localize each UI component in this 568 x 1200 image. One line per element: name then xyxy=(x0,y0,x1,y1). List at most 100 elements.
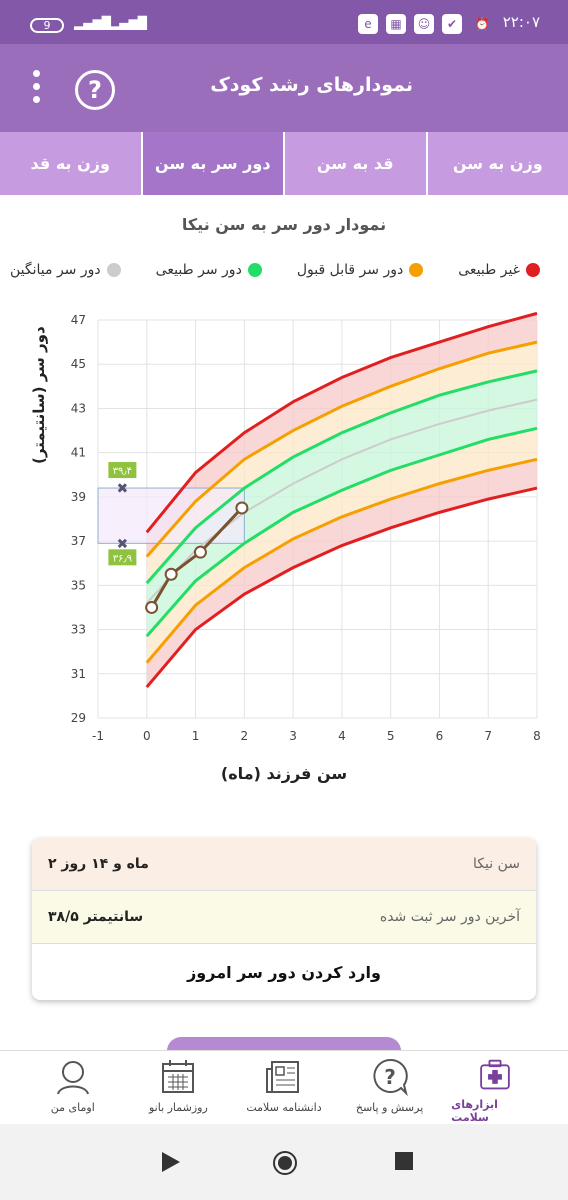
legend-item: دور سر طبیعی xyxy=(156,262,262,278)
y-tick-label: 47 xyxy=(71,313,86,327)
system-navigation-bar xyxy=(0,1124,568,1200)
recents-square-icon[interactable] xyxy=(393,1150,415,1172)
emoji-icon: ☺ xyxy=(414,14,434,34)
child-data-point xyxy=(193,545,207,559)
legend-item: دور سر قابل قبول xyxy=(296,262,424,278)
app-bar: ? نمودارهای رشد کودک xyxy=(0,44,568,132)
signal-4g-icon: ▂▄▆█ xyxy=(110,16,147,30)
nav-calendar[interactable]: روزشمار بانو xyxy=(134,1051,222,1124)
y-tick-label: 39 xyxy=(71,490,86,504)
percentile-band xyxy=(146,342,537,584)
svg-text:?: ? xyxy=(384,1065,396,1089)
y-tick-label: 33 xyxy=(71,623,86,637)
nav-health-tools[interactable]: ابزارهای سلامت xyxy=(451,1051,539,1124)
reference-range-box xyxy=(97,487,245,544)
last-measure-value: ۳۸/۵ سانتیمتر xyxy=(48,909,144,925)
y-tick-label: 35 xyxy=(71,578,86,592)
x-tick-label: 4 xyxy=(338,729,346,743)
grid-icon: ▦ xyxy=(386,14,406,34)
legend-label: غیر طبیعی xyxy=(458,262,520,278)
y-tick-label: 29 xyxy=(71,711,86,725)
back-triangle-icon[interactable] xyxy=(160,1150,182,1174)
last-measure-row: آخرین دور سر ثبت شده ۳۸/۵ سانتیمتر xyxy=(32,891,536,944)
calendar-icon xyxy=(162,1060,195,1093)
shield-icon: ✔ xyxy=(442,14,462,34)
x-tick-label: 7 xyxy=(484,729,492,743)
tab-weight-age[interactable]: وزن به سن xyxy=(425,132,568,195)
range-value-badge xyxy=(108,549,137,566)
nav-label: روزشمار بانو xyxy=(148,1101,208,1114)
age-row: سن نیکا ۲ ماه و ۱۴ روز xyxy=(32,838,536,891)
alarm-icon: ⏰ xyxy=(474,17,490,31)
question-bubble-icon: ? xyxy=(373,1058,408,1097)
newspaper-icon xyxy=(265,1061,299,1093)
percentile-band xyxy=(146,399,537,637)
percentile-line xyxy=(145,486,538,689)
clock: ۲۲:۰۷ xyxy=(502,13,540,31)
nav-encyclopedia[interactable]: دانشنامه سلامت xyxy=(240,1051,328,1124)
info-card: سن نیکا ۲ ماه و ۱۴ روز آخرین دور سر ثبت … xyxy=(32,838,536,1000)
health-kit-icon xyxy=(480,1059,510,1090)
battery-icon: 9 xyxy=(30,18,64,33)
legend-label: دور سر میانگین xyxy=(10,262,101,278)
age-value: ۲ ماه و ۱۴ روز xyxy=(48,856,149,872)
percentile-line xyxy=(145,369,538,585)
legend-dot-red xyxy=(526,263,540,277)
x-tick-label: -1 xyxy=(92,729,104,743)
nav-label: اومای من xyxy=(50,1101,95,1114)
x-tick-label: 5 xyxy=(387,729,395,743)
legend-item: غیر طبیعی xyxy=(458,262,540,278)
enter-measurement-button[interactable]: وارد کردن دور سر امروز xyxy=(187,962,381,982)
nav-label: ابزارهای سلامت xyxy=(451,1098,498,1124)
percentile-line xyxy=(146,398,538,604)
last-measure-label: آخرین دور سر ثبت شده xyxy=(379,909,520,925)
percentile-band xyxy=(146,428,537,663)
status-bar: 9 ▂▄▆█ ▂▄▆█ e ▦ ☺ ✔ ⏰ ۲۲:۰۷ xyxy=(0,0,568,44)
child-data-point xyxy=(164,567,178,581)
range-value-label: ۳۶٫۹ xyxy=(113,553,132,564)
child-data-point xyxy=(145,600,159,614)
percentile-band xyxy=(146,370,537,604)
home-circle-icon[interactable] xyxy=(272,1150,298,1176)
page-title: نمودارهای رشد کودک xyxy=(210,74,413,96)
range-marker: ✖ xyxy=(117,481,129,497)
tab-head-age[interactable]: دور سر به سن xyxy=(140,132,283,195)
percentile-line xyxy=(145,340,538,558)
percentile-line xyxy=(145,426,538,638)
range-value-badge xyxy=(108,462,137,479)
chart-tabs: وزن به سن قد به سن دور سر به سن وزن به ق… xyxy=(0,132,568,195)
chart-title: نمودار دور سر به سن نیکا xyxy=(181,215,387,234)
y-tick-label: 41 xyxy=(71,446,86,460)
tab-weight-height[interactable]: وزن به قد xyxy=(30,154,110,173)
signal-icon: ▂▄▆█ xyxy=(74,16,111,30)
nav-label: پرسش و پاسخ xyxy=(355,1101,424,1114)
nav-profile[interactable]: اومای من xyxy=(29,1051,117,1124)
bottom-navigation: ابزارهای سلامت ? پرسش و پاسخ دانشنامه سل… xyxy=(0,1050,568,1124)
range-value-label: ۳۹٫۴ xyxy=(113,466,132,477)
y-tick-label: 31 xyxy=(71,667,86,681)
child-data-point xyxy=(235,501,249,515)
legend-label: دور سر قابل قبول xyxy=(296,262,404,278)
x-tick-label: 3 xyxy=(289,729,297,743)
more-menu-icon[interactable] xyxy=(33,70,41,110)
x-axis-label: سن فرزند (ماه) xyxy=(220,764,348,783)
range-marker: ✖ xyxy=(117,536,129,552)
x-tick-label: 0 xyxy=(143,729,151,743)
x-tick-label: 6 xyxy=(436,729,444,743)
x-tick-label: 1 xyxy=(192,729,200,743)
x-tick-label: 8 xyxy=(533,729,541,743)
nav-label: دانشنامه سلامت xyxy=(246,1101,322,1114)
help-icon[interactable]: ? xyxy=(75,70,115,110)
percentile-band xyxy=(146,313,537,557)
chart-legend: غیر طبیعی دور سر قابل قبول دور سر طبیعی … xyxy=(10,262,540,278)
child-growth-line xyxy=(150,506,243,609)
nav-qa[interactable]: ? پرسش و پاسخ xyxy=(346,1051,434,1124)
x-tick-label: 2 xyxy=(241,729,249,743)
legend-dot-grey xyxy=(106,263,121,277)
percentile-band xyxy=(146,459,537,688)
legend-item: دور سر میانگین xyxy=(10,262,121,278)
tab-height-age[interactable]: قد به سن xyxy=(283,132,426,195)
legend-label: دور سر طبیعی xyxy=(155,262,242,278)
y-tick-label: 37 xyxy=(71,534,86,548)
y-tick-label: 43 xyxy=(71,401,86,415)
